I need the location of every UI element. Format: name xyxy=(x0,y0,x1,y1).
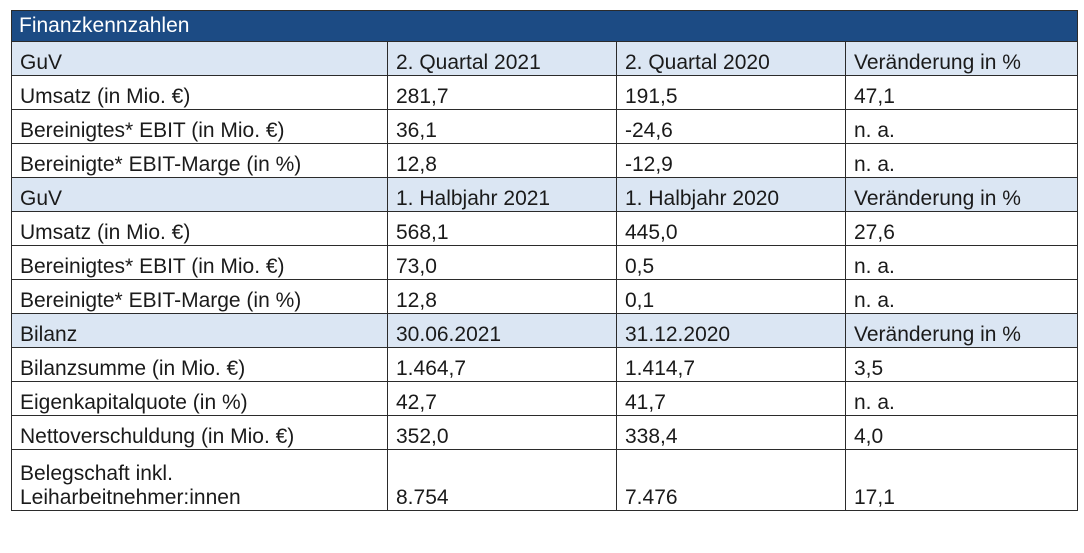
cell-value: 4,0 xyxy=(844,415,1079,450)
section-header-row: Bilanz 30.06.2021 31.12.2020 Veränderung… xyxy=(11,313,1079,348)
cell-value: 191,5 xyxy=(616,75,846,110)
row-label: Nettoverschuldung (in Mio. €) xyxy=(11,415,388,450)
financial-figures-table-container: Finanzkennzahlen GuV 2. Quartal 2021 2. … xyxy=(10,10,1079,511)
row-label: Umsatz (in Mio. €) xyxy=(11,75,388,110)
table-row-headcount: Belegschaft inkl. Leiharbeitnehmer:innen… xyxy=(11,449,1079,511)
row-label-line: Belegschaft inkl. xyxy=(20,462,173,485)
table-row: Bereinigte* EBIT-Marge (in %) 12,8 -12,9… xyxy=(11,143,1079,178)
table-row: Bereinigte* EBIT-Marge (in %) 12,8 0,1 n… xyxy=(11,279,1079,314)
section-header-col: 30.06.2021 xyxy=(387,313,617,348)
cell-value: -12,9 xyxy=(616,143,846,178)
cell-value: 1.464,7 xyxy=(387,347,617,382)
table-row: Eigenkapitalquote (in %) 42,7 41,7 n. a. xyxy=(11,381,1079,416)
row-label: Bereinigtes* EBIT (in Mio. €) xyxy=(11,245,388,280)
cell-value: 73,0 xyxy=(387,245,617,280)
cell-value: 3,5 xyxy=(844,347,1079,382)
cell-value: 47,1 xyxy=(844,75,1079,110)
cell-value: 27,6 xyxy=(844,211,1079,246)
section-header-col: 31.12.2020 xyxy=(616,313,846,348)
row-label: Umsatz (in Mio. €) xyxy=(11,211,388,246)
cell-value: 17,1 xyxy=(844,449,1079,511)
table-row: Bilanzsumme (in Mio. €) 1.464,7 1.414,7 … xyxy=(11,347,1079,382)
cell-value: 8.754 xyxy=(387,449,617,511)
cell-value: 0,5 xyxy=(616,245,846,280)
section-header-col: 1. Halbjahr 2021 xyxy=(387,177,617,212)
cell-value: 36,1 xyxy=(387,109,617,144)
cell-value: 41,7 xyxy=(616,381,846,416)
cell-value: n. a. xyxy=(844,245,1079,280)
section-header-col: 1. Halbjahr 2020 xyxy=(616,177,846,212)
section-header-col: 2. Quartal 2021 xyxy=(387,41,617,76)
cell-value: n. a. xyxy=(844,279,1079,314)
financial-figures-table: Finanzkennzahlen GuV 2. Quartal 2021 2. … xyxy=(10,10,1079,511)
cell-value: 1.414,7 xyxy=(616,347,846,382)
table-row: Umsatz (in Mio. €) 568,1 445,0 27,6 xyxy=(11,211,1079,246)
section-header-row: GuV 1. Halbjahr 2021 1. Halbjahr 2020 Ve… xyxy=(11,177,1079,212)
row-label: Eigenkapitalquote (in %) xyxy=(11,381,388,416)
table-title: Finanzkennzahlen xyxy=(10,10,1079,42)
row-label: Bereinigte* EBIT-Marge (in %) xyxy=(11,143,388,178)
section-header-col: Veränderung in % xyxy=(844,41,1079,76)
row-label-headcount: Belegschaft inkl. Leiharbeitnehmer:innen xyxy=(11,449,388,511)
section-header-col: Veränderung in % xyxy=(844,177,1079,212)
cell-value: 281,7 xyxy=(387,75,617,110)
cell-value: n. a. xyxy=(844,143,1079,178)
section-header-label: GuV xyxy=(11,41,388,76)
table-row: Bereinigtes* EBIT (in Mio. €) 36,1 -24,6… xyxy=(11,109,1079,144)
cell-value: 12,8 xyxy=(387,279,617,314)
cell-value: n. a. xyxy=(844,109,1079,144)
cell-value: n. a. xyxy=(844,381,1079,416)
row-label-line: Leiharbeitnehmer:innen xyxy=(20,486,241,509)
row-label: Bereinigtes* EBIT (in Mio. €) xyxy=(11,109,388,144)
cell-value: 338,4 xyxy=(616,415,846,450)
cell-value: 7.476 xyxy=(616,449,846,511)
section-header-col: Veränderung in % xyxy=(844,313,1079,348)
cell-value: -24,6 xyxy=(616,109,846,144)
table-row: Bereinigtes* EBIT (in Mio. €) 73,0 0,5 n… xyxy=(11,245,1079,280)
cell-value: 568,1 xyxy=(387,211,617,246)
cell-value: 42,7 xyxy=(387,381,617,416)
cell-value: 352,0 xyxy=(387,415,617,450)
cell-value: 445,0 xyxy=(616,211,846,246)
section-header-col: 2. Quartal 2020 xyxy=(616,41,846,76)
cell-value: 0,1 xyxy=(616,279,846,314)
table-row: Nettoverschuldung (in Mio. €) 352,0 338,… xyxy=(11,415,1079,450)
section-header-label: GuV xyxy=(11,177,388,212)
section-header-label: Bilanz xyxy=(11,313,388,348)
row-label: Bereinigte* EBIT-Marge (in %) xyxy=(11,279,388,314)
table-row: Umsatz (in Mio. €) 281,7 191,5 47,1 xyxy=(11,75,1079,110)
row-label: Bilanzsumme (in Mio. €) xyxy=(11,347,388,382)
section-header-row: GuV 2. Quartal 2021 2. Quartal 2020 Verä… xyxy=(11,41,1079,76)
table-title-row: Finanzkennzahlen xyxy=(10,10,1079,42)
cell-value: 12,8 xyxy=(387,143,617,178)
